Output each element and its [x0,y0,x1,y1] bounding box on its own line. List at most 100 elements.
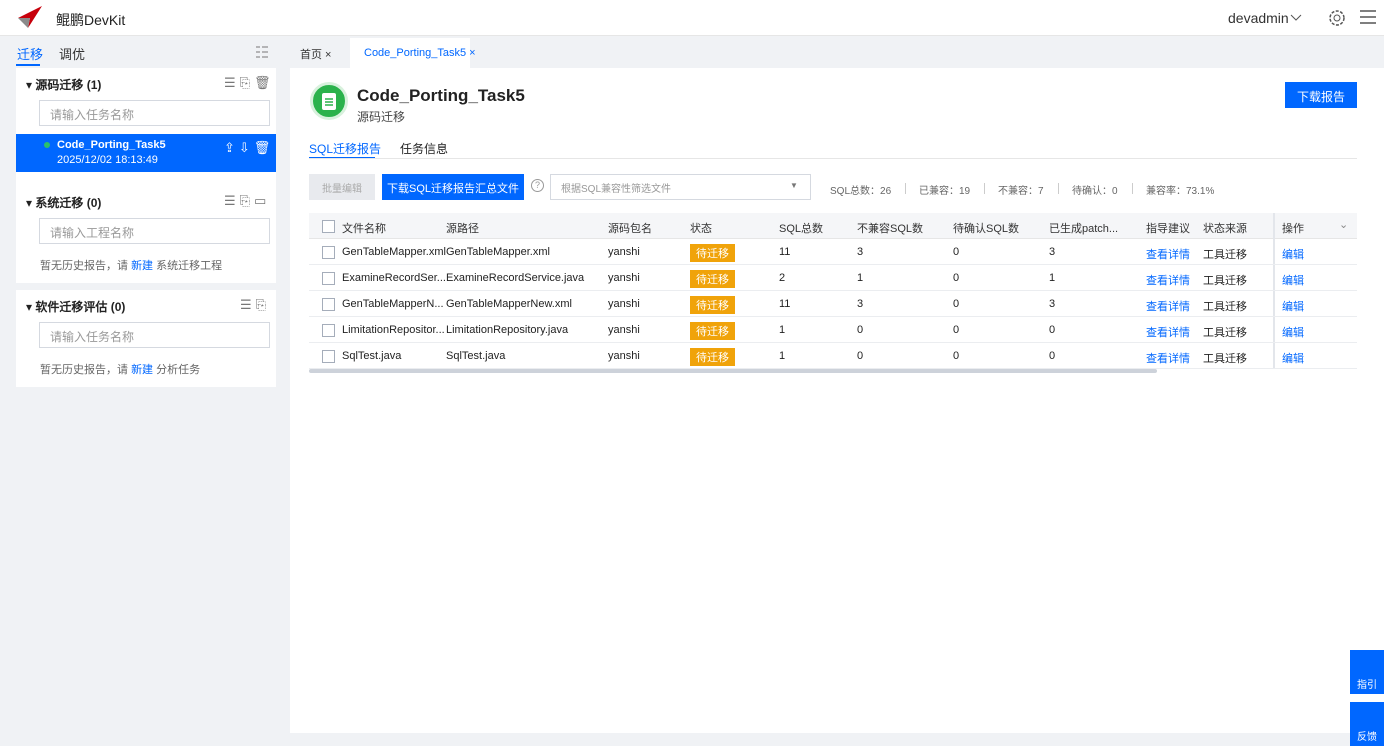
tab-active[interactable] [350,38,470,68]
row [309,291,1357,317]
incompatible: 3 [857,298,864,310]
empty-note: 暂无历史报告，请 新建 系统迁移工程 [40,257,222,273]
package: yanshi [608,350,640,362]
header-row [309,213,1357,239]
action[interactable]: 编辑 [1282,353,1304,365]
sidebar: 迁移 调优 ▾ 源码迁移 (1) ☰⎘🗑 请输入任务名称 Code_Portin… [0,36,290,733]
section-title: ▾ 系统迁移 (0) [26,196,102,210]
divider [309,158,1357,159]
section-icons[interactable]: ☰⎘🗑 [224,75,275,90]
tab-task[interactable]: Code_Porting_Task5 × [364,47,476,59]
checkbox[interactable] [322,272,335,285]
checkbox[interactable] [322,350,335,363]
filter-select[interactable]: 根据SQL兼容性筛选文件 [550,174,811,200]
logo [18,6,42,28]
sql-total: 1 [779,350,786,362]
row [309,265,1357,291]
guide[interactable]: 查看详情 [1146,353,1190,365]
column-header: 待确认SQL数 [953,223,1020,235]
menu-icon[interactable] [1360,10,1376,24]
sql-total: 1 [779,324,786,336]
stat: 已兼容：19 [919,186,971,197]
checkbox[interactable] [322,298,335,311]
empty-note: 暂无历史报告，请 新建 分析任务 [40,361,200,377]
section-assess: ▾ 软件迁移评估 (0) ☰⎘ 请输入任务名称 暂无历史报告，请 新建 分析任务 [16,290,276,387]
patch: 3 [1049,298,1056,310]
action[interactable]: 编辑 [1282,327,1304,339]
stat-sep [1058,183,1059,194]
incompatible: 1 [857,272,864,284]
source-path: GenTableMapperNew.xml [446,298,572,310]
patch: 0 [1049,324,1056,336]
link-new[interactable]: 新建 [131,260,154,272]
guide[interactable]: 查看详情 [1146,275,1190,287]
checkbox[interactable] [322,324,335,337]
tab-home[interactable]: 首页 × [300,49,332,61]
stat-sep [984,183,985,194]
title: 软件迁移评估 [35,300,108,314]
section-system: ▾ 系统迁移 (0) ☰⎘▭ 请输入工程名称 暂无历史报告，请 新建 系统迁移工… [16,186,276,283]
clipboard [322,93,336,110]
batch-edit: 批量编辑 [309,174,375,200]
file-name: LimitationRepositor... [342,324,445,336]
checkbox[interactable] [322,246,335,259]
title: 系统迁移 [35,196,84,210]
header: 鲲鹏DevKit devadmin [0,0,1384,36]
source-path: LimitationRepository.java [446,324,569,336]
source-path: GenTableMapper.xml [446,246,550,258]
float-feedback[interactable]: 反馈 [1350,702,1384,746]
search-input[interactable]: 请输入工程名称 [39,218,270,244]
action[interactable]: 编辑 [1282,301,1304,313]
guide[interactable]: 查看详情 [1146,301,1190,313]
pending: 0 [953,246,960,258]
column-toggle[interactable]: ⌄ [1339,219,1349,231]
row [309,317,1357,343]
list-icon[interactable] [255,45,269,59]
guide[interactable]: 查看详情 [1146,327,1190,339]
after: 系统迁移工程 [156,260,223,272]
package: yanshi [608,246,640,258]
tab-migrate[interactable]: 迁移 [17,47,44,62]
status: 待迁移 [690,322,735,340]
action[interactable]: 编辑 [1282,275,1304,287]
brand: 鲲鹏DevKit [56,12,126,28]
task-icons[interactable]: ⇪⇩🗑 [224,140,275,155]
pending: 0 [953,272,960,284]
pending: 0 [953,298,960,310]
stat: SQL总数：26 [830,186,892,197]
column-header: SQL总数 [779,223,824,235]
action[interactable]: 编辑 [1282,249,1304,261]
subtab-sql[interactable]: SQL迁移报告 [309,142,382,156]
source: 工具迁移 [1203,353,1247,365]
row [309,239,1357,265]
stat-sep [1132,183,1133,194]
search-input[interactable]: 请输入任务名称 [39,322,270,348]
float-guide[interactable]: 指引 [1350,650,1384,694]
label: Code_Porting_Task5 [364,47,467,59]
user-menu[interactable]: devadmin [1228,10,1289,26]
stat: 待确认：0 [1072,186,1118,197]
package: yanshi [608,324,640,336]
search-input[interactable]: 请输入任务名称 [39,100,270,126]
settings-icon[interactable] [1328,9,1346,27]
column-header: 文件名称 [342,223,386,235]
pending: 0 [953,324,960,336]
task-subtitle: 源码迁移 [357,110,406,124]
tab-tune[interactable]: 调优 [59,47,86,62]
task-name[interactable]: Code_Porting_Task5 [57,139,166,151]
caret [1290,14,1302,21]
count: (0) [86,196,102,210]
guide[interactable]: 查看详情 [1146,249,1190,261]
scrollbar [309,369,1157,373]
download-report[interactable]: 下载报告 [1285,82,1357,108]
section-icons[interactable]: ☰⎘▭ [224,193,271,208]
download-summary[interactable]: 下载SQL迁移报告汇总文件 [382,174,524,200]
stat-sep [905,183,906,194]
patch: 0 [1049,350,1056,362]
link-new[interactable]: 新建 [131,364,154,376]
task-item[interactable] [16,134,276,172]
section-icons[interactable]: ☰⎘ [240,297,271,312]
help-icon[interactable]: ? [531,179,544,192]
checkbox[interactable] [322,220,335,233]
